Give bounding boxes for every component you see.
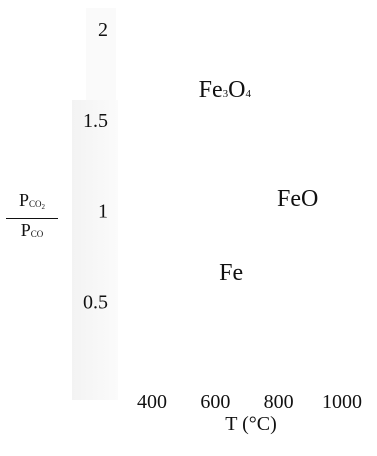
y-tick-label: 1.5 [83,110,108,132]
y-tick-label: 1 [98,201,108,223]
y-axis-title-denominator: PCO [20,220,44,240]
y-axis-ticks: 0.5 1 1.5 2 [83,19,108,313]
y-axis-title-numerator: PCO2 [6,190,58,219]
y-tick-label: 0.5 [83,291,108,313]
y-axis-title: PCO2 PCO [6,190,58,244]
x-tick-label: 800 [264,391,294,413]
x-tick-label: 600 [200,391,230,413]
region-label: Fe [219,260,243,286]
x-tick-label: 400 [137,391,167,413]
background-band-top [86,8,116,100]
y-tick-label: 2 [98,19,108,41]
background-band [72,100,118,400]
region-label: Fe3O4 [199,77,252,103]
region-label: FeO [277,186,318,212]
phase-region-labels: Fe3O4 FeO Fe [199,77,319,286]
x-axis-title: T (°C) [225,413,277,435]
x-axis-ticks: 400 600 800 1000 [137,391,362,413]
x-tick-label: 1000 [322,391,362,413]
